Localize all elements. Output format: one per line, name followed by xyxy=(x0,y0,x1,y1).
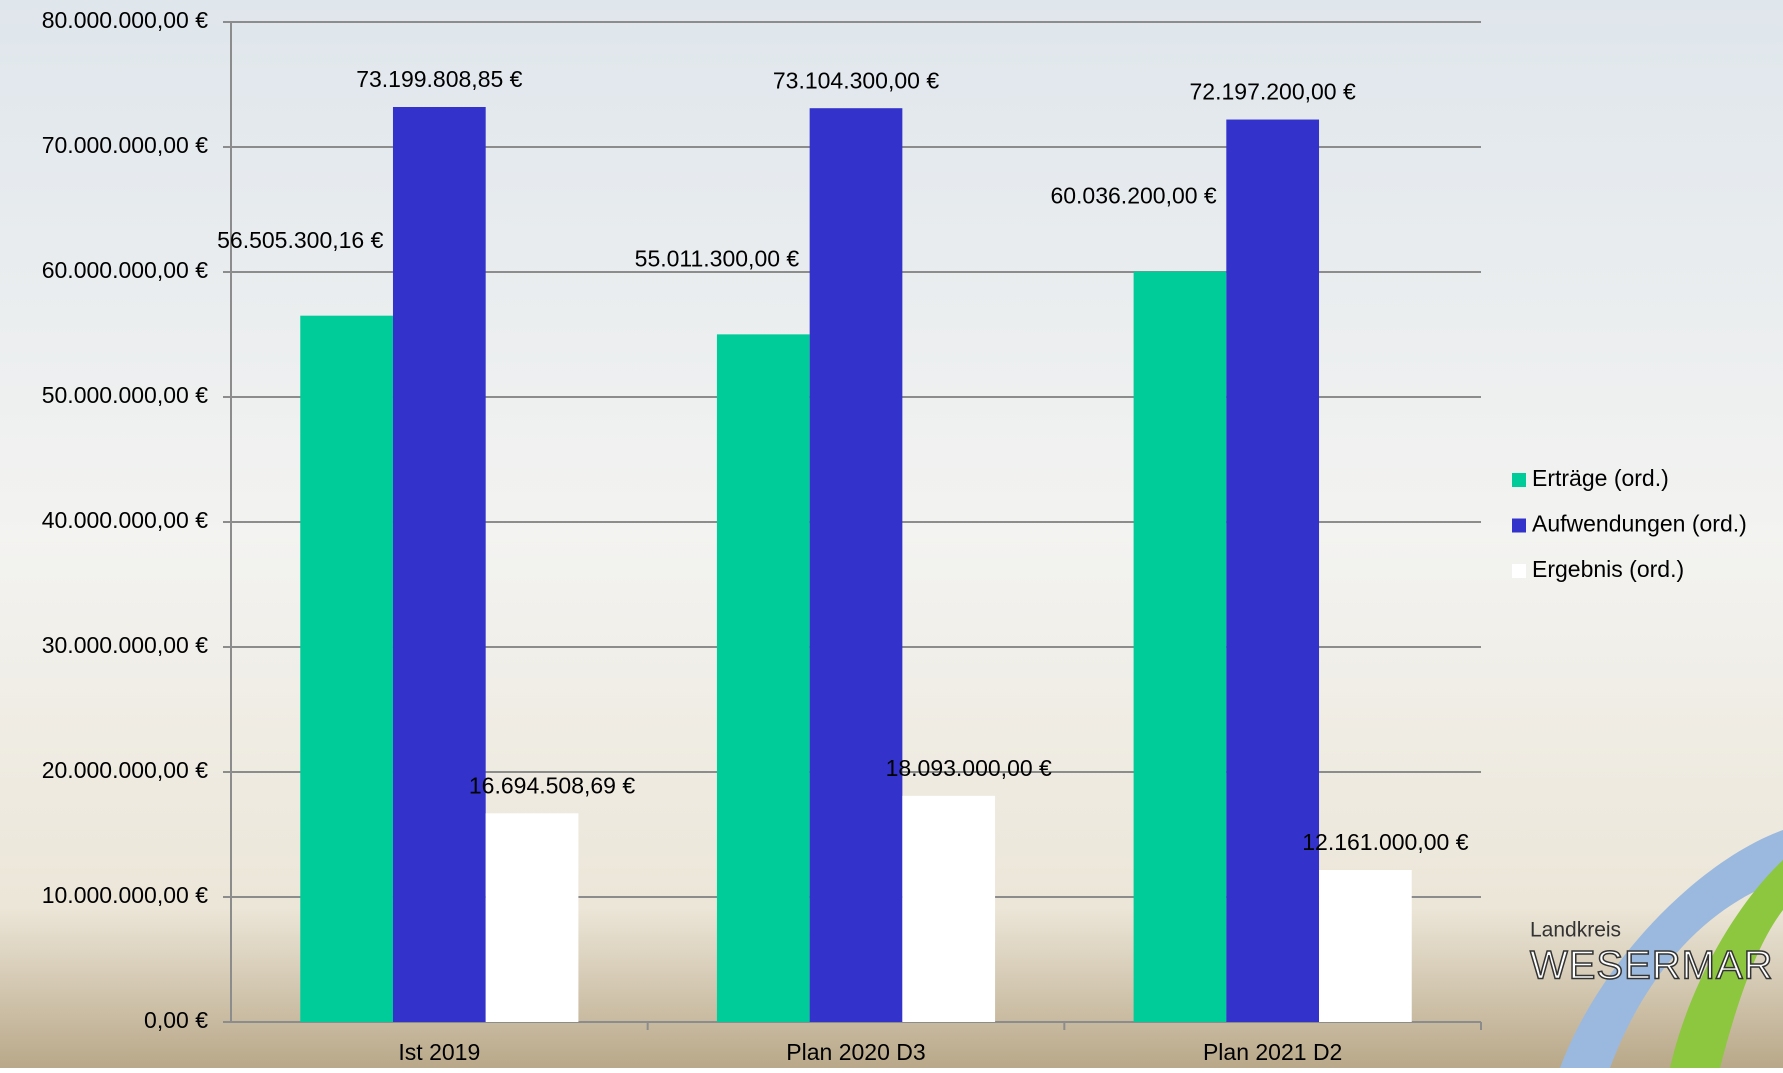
bar xyxy=(1226,119,1320,1022)
y-tick-label: 60.000.000,00 € xyxy=(42,257,208,283)
y-tick-label: 20.000.000,00 € xyxy=(42,757,208,783)
bar xyxy=(809,108,903,1023)
bar xyxy=(1133,271,1227,1022)
value-label: 12.161.000,00 € xyxy=(1302,829,1468,855)
legend-label: Ergebnis (ord.) xyxy=(1532,556,1684,582)
legend-label: Aufwendungen (ord.) xyxy=(1532,511,1747,537)
logo-arc xyxy=(1560,830,1783,1068)
y-tick-label: 40.000.000,00 € xyxy=(42,507,208,533)
x-tick-label: Plan 2020 D3 xyxy=(786,1039,925,1065)
bar xyxy=(1319,869,1412,1022)
value-label: 60.036.200,00 € xyxy=(1050,183,1216,209)
logo-text: Landkreis xyxy=(1530,919,1621,942)
bar xyxy=(392,107,486,1023)
logo-text: WESERMAR xyxy=(1530,944,1774,988)
value-label: 73.104.300,00 € xyxy=(773,67,939,93)
bar xyxy=(300,315,393,1023)
y-tick-label: 50.000.000,00 € xyxy=(42,382,208,408)
value-label: 72.197.200,00 € xyxy=(1190,79,1356,105)
x-tick-label: Ist 2019 xyxy=(398,1039,480,1065)
y-tick-label: 30.000.000,00 € xyxy=(42,632,208,658)
value-label: 16.694.508,69 € xyxy=(469,772,635,798)
legend-swatch xyxy=(1512,564,1526,578)
y-tick-label: 10.000.000,00 € xyxy=(42,882,208,908)
x-tick-label: Plan 2021 D2 xyxy=(1203,1039,1342,1065)
legend-swatch xyxy=(1512,473,1526,487)
legend-label: Erträge (ord.) xyxy=(1532,465,1669,491)
y-tick-label: 80.000.000,00 € xyxy=(42,7,208,33)
plot: 0,00 € 10.000.000,00 € 20.000.000,00 € 30.0… xyxy=(42,7,1747,1065)
value-label: 56.505.300,16 € xyxy=(217,227,383,253)
legend-swatch xyxy=(1512,518,1526,533)
logo-arc xyxy=(1670,860,1783,1068)
y-tick-label: 70.000.000,00 € xyxy=(42,132,208,158)
bar xyxy=(716,334,810,1022)
value-label: 73.199.808,85 € xyxy=(356,66,522,92)
bar xyxy=(902,795,996,1022)
logo: Landkreis WESERMAR xyxy=(1529,830,1783,1068)
value-label: 18.093.000,00 € xyxy=(886,755,1052,781)
y-tick-label: 0,00 € xyxy=(144,1007,208,1033)
bar xyxy=(485,813,579,1022)
value-label: 55.011.300,00 € xyxy=(635,245,800,271)
